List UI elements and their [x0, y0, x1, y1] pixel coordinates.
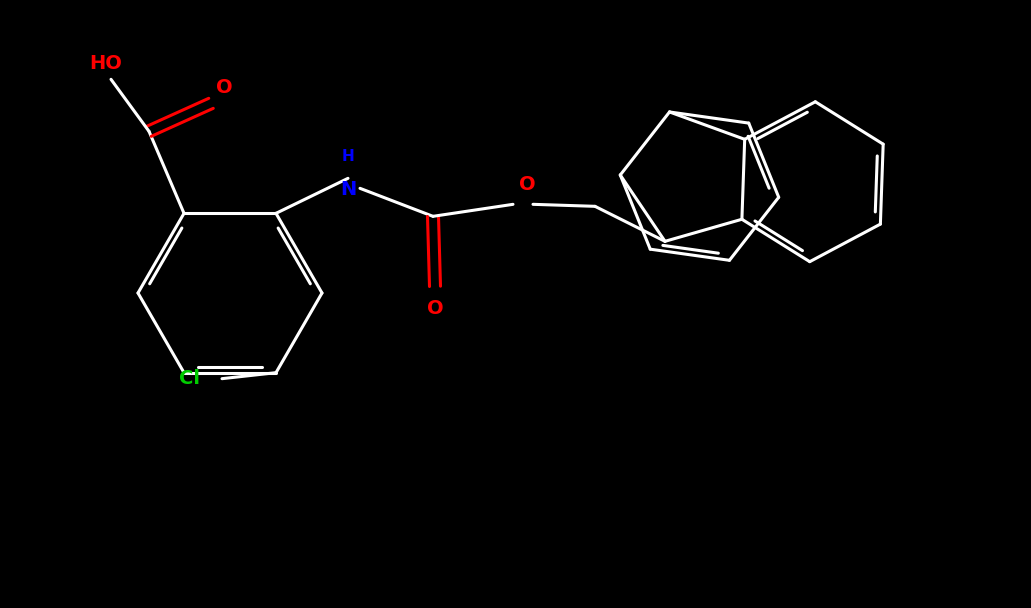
- Text: HO: HO: [90, 54, 123, 74]
- Text: O: O: [427, 299, 443, 319]
- Text: O: O: [519, 175, 536, 195]
- Text: O: O: [217, 78, 233, 97]
- Text: Cl: Cl: [179, 369, 200, 388]
- Text: N: N: [340, 181, 356, 199]
- Text: H: H: [341, 150, 355, 164]
